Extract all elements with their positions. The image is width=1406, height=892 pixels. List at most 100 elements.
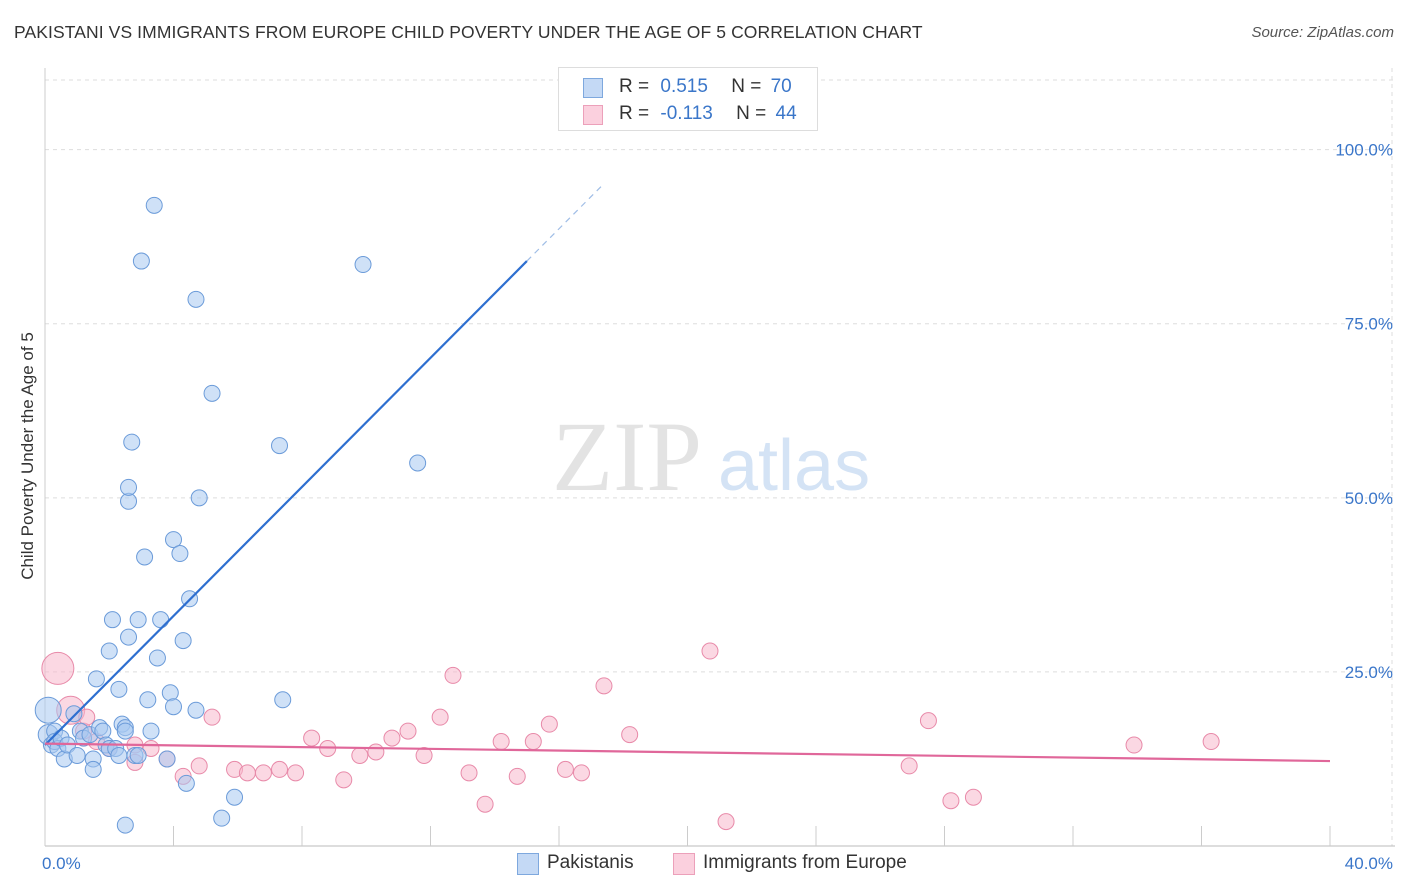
pink-point xyxy=(556,760,574,778)
blue-point xyxy=(354,256,372,274)
pink-point xyxy=(238,764,256,782)
pink-point xyxy=(399,722,417,740)
pink-point xyxy=(572,764,590,782)
x-tick-label: 0.0% xyxy=(42,854,81,873)
pink-point xyxy=(335,771,353,789)
blue-point xyxy=(120,478,138,496)
blue-point xyxy=(177,774,195,792)
pakistanis-trend-extension xyxy=(526,183,605,262)
legend-swatch-blue xyxy=(517,853,539,875)
blue-point xyxy=(87,670,105,688)
pink-point xyxy=(303,729,321,747)
legend-r-value: -0.113 xyxy=(660,103,713,124)
blue-point xyxy=(271,437,289,455)
pink-point xyxy=(271,760,289,778)
blue-point xyxy=(142,722,160,740)
correlation-legend: R = 0.515 N = 70 R = -0.113 N = 44 xyxy=(558,67,818,131)
blue-point xyxy=(103,611,121,629)
pink-point xyxy=(621,726,639,744)
pink-point xyxy=(524,733,542,751)
legend-n-label: N = xyxy=(736,103,767,124)
axes xyxy=(44,68,1395,847)
pink-point xyxy=(383,729,401,747)
legend-r-value: 0.515 xyxy=(660,76,708,97)
blue-point xyxy=(409,454,427,472)
pink-point xyxy=(964,788,982,806)
pink-point xyxy=(460,764,478,782)
legend-n-label: N = xyxy=(731,76,762,97)
blue-point xyxy=(145,196,163,214)
pink-point xyxy=(900,757,918,775)
y-tick-label: 100.0% xyxy=(1335,141,1393,160)
blue-point xyxy=(158,750,176,768)
legend-r-label: R = xyxy=(619,76,650,97)
legend-swatch-pink xyxy=(673,853,695,875)
pink-point xyxy=(287,764,305,782)
pink-point xyxy=(203,708,221,726)
y-tick-label: 50.0% xyxy=(1345,489,1393,508)
blue-point xyxy=(187,290,205,308)
pink-point xyxy=(367,743,385,761)
x-tick-label: 40.0% xyxy=(1345,854,1393,873)
trend-lines xyxy=(44,183,1331,763)
blue-point xyxy=(68,746,86,764)
legend-swatch-blue xyxy=(583,78,603,98)
blue-point xyxy=(123,433,141,451)
blue-point xyxy=(110,680,128,698)
pink-point xyxy=(540,715,558,733)
blue-point xyxy=(110,746,128,764)
blue-point xyxy=(129,611,147,629)
blue-point xyxy=(116,816,134,834)
immigrants-trend-line xyxy=(44,742,1331,763)
watermark: ZIP atlas xyxy=(552,401,870,512)
legend-r-label: R = xyxy=(619,103,650,124)
pink-point xyxy=(701,642,719,660)
blue-point xyxy=(148,649,166,667)
tick-labels: 25.0% 50.0% 75.0% 100.0% 0.0% 40.0% xyxy=(42,141,1393,873)
pink-point xyxy=(476,795,494,813)
blue-point xyxy=(213,809,231,827)
chart-title: PAKISTANI VS IMMIGRANTS FROM EUROPE CHIL… xyxy=(14,22,923,42)
blue-point xyxy=(165,698,182,716)
pink-point xyxy=(415,746,433,764)
pink-point xyxy=(942,792,960,810)
pink-point xyxy=(595,677,613,695)
watermark-atlas: atlas xyxy=(718,426,870,506)
pink-point xyxy=(919,712,937,730)
pink-point xyxy=(444,666,462,684)
legend-swatch-pink xyxy=(583,105,603,125)
blue-point xyxy=(187,701,205,719)
blue-point xyxy=(165,531,182,549)
pink-point xyxy=(717,813,735,831)
y-tick-label: 75.0% xyxy=(1345,315,1393,334)
pink-point xyxy=(41,651,75,685)
legend-label-pakistanis: Pakistanis xyxy=(547,852,634,873)
blue-point xyxy=(34,696,62,724)
pink-points xyxy=(41,642,1220,831)
blue-point xyxy=(226,788,244,806)
legend-n-value: 70 xyxy=(770,76,792,97)
pink-point xyxy=(190,757,208,775)
source-label: Source: ZipAtlas.com xyxy=(1251,24,1394,41)
legend-n-value: 44 xyxy=(775,103,797,124)
blue-point xyxy=(84,760,102,778)
blue-point xyxy=(120,628,138,646)
legend-label-immigrants: Immigrants from Europe xyxy=(703,852,907,873)
blue-point xyxy=(161,684,179,702)
blue-point xyxy=(116,722,134,740)
blue-point xyxy=(65,705,83,723)
y-tick-label: 25.0% xyxy=(1345,663,1393,682)
pink-point xyxy=(1202,733,1220,751)
blue-point xyxy=(94,722,112,740)
pink-point xyxy=(351,746,369,764)
blue-point xyxy=(152,611,170,629)
pakistanis-trend-line xyxy=(44,260,528,746)
pink-point xyxy=(508,767,526,785)
blue-point xyxy=(129,746,147,764)
blue-point xyxy=(171,545,189,563)
blue-point xyxy=(136,548,154,566)
blue-points xyxy=(34,196,427,834)
blue-point xyxy=(100,642,118,660)
blue-point xyxy=(174,632,192,650)
